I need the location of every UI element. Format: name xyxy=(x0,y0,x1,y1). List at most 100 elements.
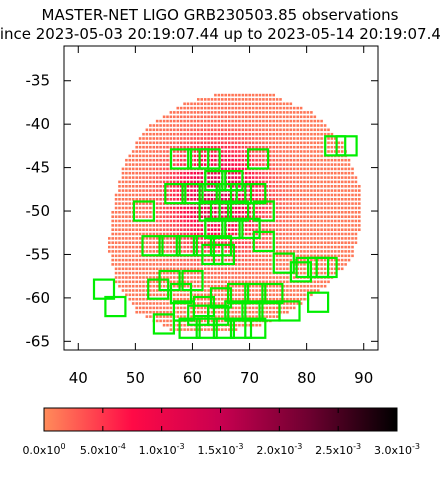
heatmap-cell xyxy=(251,189,255,192)
heatmap-cell xyxy=(183,206,186,210)
heatmap-cell xyxy=(169,111,173,114)
heatmap-cell xyxy=(238,198,241,201)
heatmap-cell xyxy=(173,258,176,262)
heatmap-cell xyxy=(135,271,138,275)
heatmap-cell xyxy=(152,198,156,201)
heatmap-cell xyxy=(282,185,286,188)
heatmap-cell xyxy=(145,193,149,197)
heatmap-cell xyxy=(279,232,282,236)
heatmap-cell xyxy=(193,171,197,175)
heatmap-cell xyxy=(344,206,347,210)
heatmap-cell xyxy=(296,124,299,127)
heatmap-cell xyxy=(200,124,203,127)
heatmap-cell xyxy=(292,241,296,244)
heatmap-cell xyxy=(258,154,262,158)
heatmap-cell xyxy=(245,232,248,236)
heatmap-cell xyxy=(313,193,317,197)
heatmap-cell xyxy=(221,111,224,114)
heatmap-cell xyxy=(330,206,334,210)
heatmap-cell xyxy=(210,319,214,323)
heatmap-cell xyxy=(241,293,245,297)
observed-field xyxy=(132,200,155,222)
heatmap-cell xyxy=(248,232,251,236)
heatmap-cell xyxy=(221,198,224,201)
heatmap-cell xyxy=(155,189,159,192)
heatmap-cell xyxy=(299,254,303,258)
heatmap-cell xyxy=(162,189,166,192)
heatmap-cell xyxy=(200,215,203,218)
heatmap-cell xyxy=(149,224,152,227)
heatmap-cell xyxy=(289,228,293,231)
heatmap-cell xyxy=(162,202,166,205)
heatmap-cell xyxy=(306,289,310,292)
heatmap-cell xyxy=(121,284,125,288)
heatmap-cell xyxy=(142,267,145,271)
heatmap-cell xyxy=(265,137,269,140)
heatmap-cell xyxy=(224,258,227,262)
heatmap-cell xyxy=(118,180,121,184)
heatmap-cell xyxy=(344,258,347,262)
heatmap-cell xyxy=(149,302,152,305)
heatmap-cell xyxy=(138,163,142,166)
heatmap-cell xyxy=(299,124,303,127)
heatmap-cell xyxy=(282,211,286,214)
heatmap-cell xyxy=(337,193,341,197)
heatmap-cell xyxy=(152,250,156,253)
heatmap-cell xyxy=(203,211,207,214)
heatmap-cell xyxy=(190,215,193,218)
heatmap-cell xyxy=(330,211,334,214)
heatmap-cell xyxy=(334,254,337,258)
heatmap-cell xyxy=(296,289,299,292)
heatmap-cell xyxy=(323,219,327,223)
heatmap-cell xyxy=(166,267,169,271)
heatmap-cell xyxy=(162,141,166,145)
heatmap-cell xyxy=(306,158,310,162)
heatmap-cell xyxy=(303,145,306,149)
heatmap-cell xyxy=(173,176,176,179)
observed-field xyxy=(252,230,275,253)
heatmap-cell xyxy=(125,198,128,201)
heatmap-cell xyxy=(210,128,214,132)
heatmap-cell xyxy=(289,102,293,106)
heatmap-cell xyxy=(241,167,245,171)
heatmap-cell xyxy=(193,284,197,288)
heatmap-cell xyxy=(306,145,310,149)
heatmap-cell xyxy=(241,280,245,284)
heatmap-cell xyxy=(159,224,162,227)
heatmap-cell xyxy=(217,258,221,262)
heatmap-cell xyxy=(262,228,265,231)
heatmap-cell xyxy=(265,276,269,279)
heatmap-cell xyxy=(334,206,337,210)
heatmap-cell xyxy=(289,137,293,140)
heatmap-cell xyxy=(155,193,159,197)
heatmap-cell xyxy=(159,137,162,140)
heatmap-cell xyxy=(210,271,214,275)
heatmap-cell xyxy=(227,158,231,162)
heatmap-cell xyxy=(241,211,245,214)
heatmap-cell xyxy=(193,219,197,223)
heatmap-cell xyxy=(337,189,341,192)
heatmap-cell xyxy=(313,232,317,236)
heatmap-cell xyxy=(166,115,169,119)
heatmap-cell xyxy=(217,115,221,119)
heatmap-cell xyxy=(279,250,282,253)
heatmap-cell xyxy=(279,276,282,279)
heatmap-cell xyxy=(159,319,162,323)
heatmap-cell xyxy=(152,163,156,166)
heatmap-cell xyxy=(258,271,262,275)
heatmap-cell xyxy=(245,98,248,101)
heatmap-cell xyxy=(111,228,114,231)
heatmap-cell xyxy=(292,198,296,201)
heatmap-cell xyxy=(166,193,169,197)
heatmap-cell xyxy=(131,185,135,188)
heatmap-cell xyxy=(238,280,241,284)
heatmap-cell xyxy=(231,289,234,292)
heatmap-cell xyxy=(313,141,317,145)
heatmap-cell xyxy=(214,267,217,271)
heatmap-cell xyxy=(234,176,238,179)
heatmap-cell xyxy=(286,180,289,184)
heatmap-cell xyxy=(169,263,173,266)
heatmap-cell xyxy=(193,132,197,136)
heatmap-cell xyxy=(286,306,289,310)
heatmap-cell xyxy=(142,263,145,266)
